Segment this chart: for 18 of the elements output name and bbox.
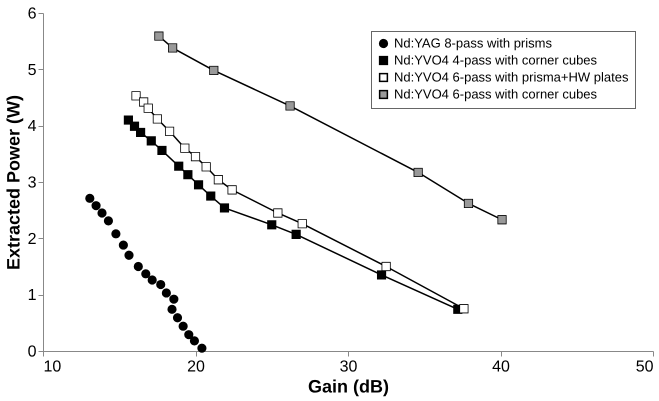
y-tick-label: 1 — [28, 287, 37, 304]
legend-label: Nd:YVO4 4-pass with corner cubes — [394, 52, 598, 68]
x-tick-label: 50 — [636, 358, 654, 376]
y-tick-label: 2 — [28, 230, 37, 248]
x-tick-label: 20 — [187, 358, 205, 376]
x-axis-title: Gain (dB) — [308, 376, 389, 396]
x-tick-label: 40 — [492, 358, 510, 376]
y-tick-label: 6 — [28, 6, 37, 22]
x-tick-label: 10 — [44, 358, 62, 376]
y-axis-title: Extracted Power (W) — [4, 94, 24, 270]
legend-label: Nd:YVO4 6-pass with prisma+HW plates — [394, 70, 629, 84]
legend-label: Nd:YVO4 6-pass with corner cubes — [394, 86, 598, 102]
y-tick-label: 3 — [28, 174, 37, 192]
y-tick-label: 0 — [28, 344, 37, 360]
y-tick-label: 4 — [28, 118, 37, 136]
y-tick-label: 5 — [28, 62, 37, 79]
x-tick-label: 30 — [340, 358, 358, 376]
legend-label: Nd:YAG 8-pass with prisms — [394, 36, 552, 50]
